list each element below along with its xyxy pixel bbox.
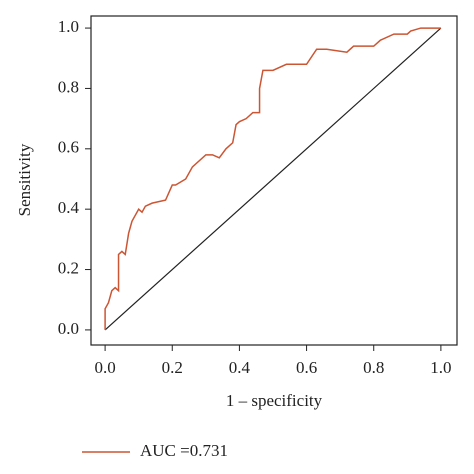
- plot-frame: [90, 15, 458, 346]
- x-axis-label: 1 – specificity: [226, 391, 323, 410]
- y-axis-label: Sensitivity: [15, 143, 34, 216]
- y-tick-label: 0.8: [58, 77, 79, 96]
- legend-label: AUC =0.731: [140, 441, 228, 460]
- x-tick-label: 0.0: [94, 358, 115, 377]
- x-tick-label: 0.8: [363, 358, 384, 377]
- y-tick-label: 0.2: [58, 258, 79, 277]
- x-tick-label: 0.6: [296, 358, 317, 377]
- x-tick-label: 0.2: [162, 358, 183, 377]
- roc-curve: [104, 27, 441, 330]
- y-tick-label: 0.0: [58, 319, 79, 338]
- reference-diagonal: [104, 27, 442, 331]
- x-tick-label: 1.0: [430, 358, 451, 377]
- y-tick-label: 0.6: [58, 138, 79, 157]
- x-tick-label: 0.4: [229, 358, 251, 377]
- y-tick-label: 0.4: [58, 198, 80, 217]
- y-tick-label: 1.0: [58, 17, 79, 36]
